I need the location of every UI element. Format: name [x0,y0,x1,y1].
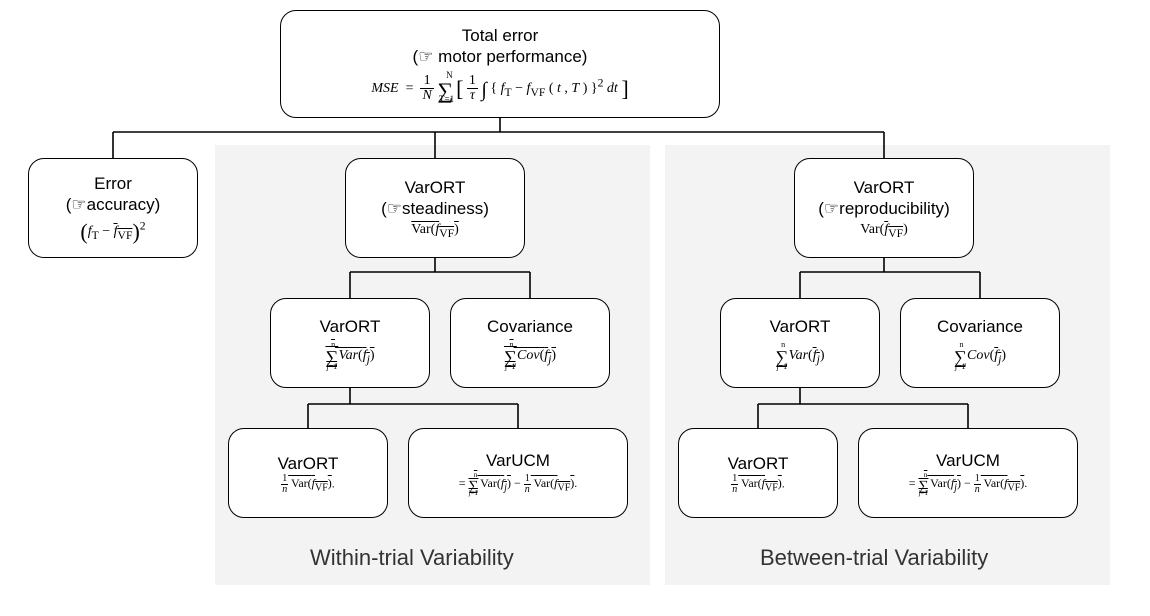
node-subtitle: (☞accuracy) [66,194,161,215]
node-title: VarORT [854,177,915,198]
node-formula: Var(fVF) [411,221,459,241]
node-formula: ∑j=1n Cov(fj) [504,340,556,372]
node-varort-between: VarORT (☞reproducibility) Var(fVF) [794,158,974,258]
node-varucm-between: VarUCM = ∑j=1n Var(fj) − 1n Var(fVF). [858,428,1078,518]
node-formula: ∑j=1n Var(fj) [775,340,824,372]
node-varort-within: VarORT (☞steadiness) Var(fVF) [345,158,525,258]
node-subtitle: (☞ motor performance) [413,46,588,67]
node-varucm-within: VarUCM = ∑j=1n Var(fj) − 1n Var(fVF). [408,428,628,518]
node-formula: = ∑j=1n Var(fj) − 1n Var(fVF). [459,471,578,498]
node-formula: 1n Var(fVF). [731,474,785,495]
node-title: VarORT [770,316,831,337]
node-varort-within-sum: VarORT ∑j=1n Var(fj) [270,298,430,388]
node-title: VarUCM [936,450,1000,471]
region-label-within: Within-trial Variability [310,545,514,571]
node-total-error: Total error (☞ motor performance) MSE = … [280,10,720,118]
node-subtitle: (☞steadiness) [381,198,489,219]
node-subtitle: (☞reproducibility) [818,198,949,219]
node-formula: = ∑j=1n Var(fj) − 1n Var(fVF). [909,471,1028,498]
node-title: Total error [462,25,539,46]
node-formula: 1n Var(fVF). [281,474,335,495]
node-title: VarORT [405,177,466,198]
node-formula: ∑j=1n Var(fj) [325,340,374,372]
region-label-between: Between-trial Variability [760,545,988,571]
node-title: Covariance [487,316,573,337]
node-varort-between-sum: VarORT ∑j=1n Var(fj) [720,298,880,388]
node-title: Covariance [937,316,1023,337]
node-title: VarORT [320,316,381,337]
node-formula: Var(fVF) [860,221,908,241]
node-title: VarORT [278,453,339,474]
node-error: Error (☞accuracy) (fT − fVF)2 [28,158,198,258]
node-varort-within-leaf: VarORT 1n Var(fVF). [228,428,388,518]
node-title: VarORT [728,453,789,474]
node-formula: MSE = 1N ∑T=1N [ 1τ ∫ { fT − fVF ( t , T… [371,70,628,105]
node-varort-between-leaf: VarORT 1n Var(fVF). [678,428,838,518]
node-title: Error [94,173,132,194]
node-covariance-between: Covariance ∑j=1n Cov(fj) [900,298,1060,388]
node-title: VarUCM [486,450,550,471]
node-formula: ∑j=1n Cov(fj) [954,340,1006,372]
node-formula: (fT − fVF)2 [80,218,145,246]
node-covariance-within: Covariance ∑j=1n Cov(fj) [450,298,610,388]
